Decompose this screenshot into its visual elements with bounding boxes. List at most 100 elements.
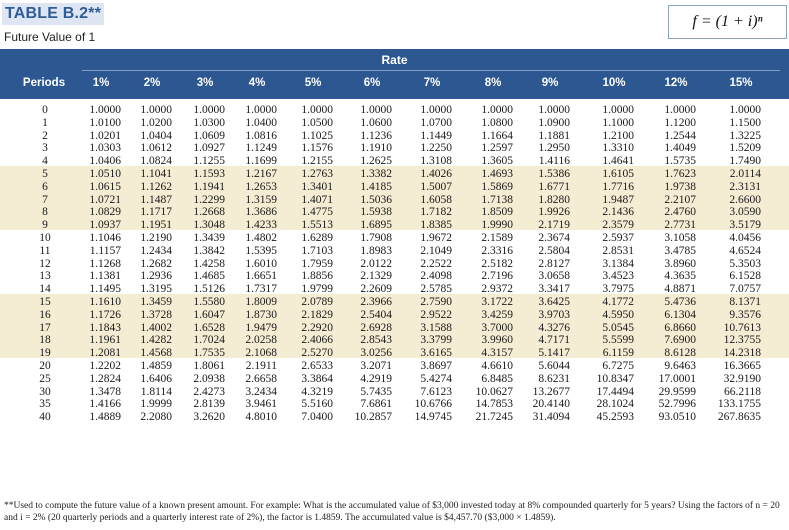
factor-cell: 1.1699: [245, 155, 277, 168]
table-row: 19 1.2081 1.4568 1.7535 2.1068 2.5270 3.0256 3.…: [0, 347, 789, 360]
table-row: 20 1.2202 1.4859 1.8061 2.1911 2.6533 3.2071 3.…: [0, 360, 789, 373]
table-row: 2 1.0201 1.0404 1.0609 1.0816 1.1025 1.1236 1.1…: [0, 130, 789, 143]
factor-cell: 7.6900: [664, 334, 696, 347]
factor-cell: 1.6289: [301, 232, 333, 244]
factor-cell: 1.8280: [538, 193, 570, 206]
period-cell: 35: [39, 398, 51, 411]
factor-cell: 1.2544: [664, 129, 696, 142]
factor-cell: 1.5580: [193, 296, 225, 308]
factor-cell: 1.3382: [360, 168, 392, 180]
factor-cell: 1.0000: [193, 104, 225, 116]
period-cell: 13: [39, 270, 51, 283]
period-cell: 18: [39, 334, 51, 347]
factor-cell: 5.0545: [602, 321, 634, 334]
factor-cell: 9.6463: [664, 360, 696, 372]
factor-cell: 1.1910: [360, 142, 392, 155]
factor-cell: 1.4071: [301, 193, 333, 206]
factor-cell: 1.1576: [301, 142, 333, 155]
factor-cell: 2.5937: [602, 232, 634, 244]
factor-cell: 10.8347: [596, 372, 634, 385]
factor-cell: 1.3225: [729, 129, 761, 142]
factor-cell: 6.8485: [481, 372, 513, 385]
factor-cell: 31.4094: [532, 411, 570, 424]
table-row: 18 1.1961 1.4282 1.7024 2.0258 2.4066 2.8543 3.…: [0, 334, 789, 347]
table-row: 1 1.0100 1.0200 1.0300 1.0400 1.0500 1.0600 1.0…: [0, 117, 789, 130]
factor-cell: 1.3459: [140, 296, 172, 308]
factor-cell: 4.1772: [602, 296, 634, 308]
factor-cell: 1.2167: [245, 168, 277, 180]
factor-cell: 3.3799: [420, 334, 452, 347]
table-row: 11 1.1157 1.2434 1.3842 1.5395 1.7103 1.8983 2.…: [0, 245, 789, 258]
factor-cell: 2.3674: [538, 232, 570, 244]
factor-cell: 2.4098: [420, 270, 452, 283]
period-cell: 12: [39, 257, 51, 270]
factor-cell: 6.8660: [664, 321, 696, 334]
factor-cell: 2.0122: [360, 257, 392, 270]
factor-cell: 1.1041: [140, 168, 172, 180]
factor-cell: 1.7138: [481, 193, 513, 206]
factor-cell: 1.2202: [89, 360, 121, 372]
factor-cell: 2.1719: [538, 219, 570, 232]
period-cell: 19: [39, 347, 51, 360]
factor-cell: 1.1487: [140, 193, 172, 206]
periods-header: Periods: [22, 77, 66, 89]
factor-cell: 4.0456: [729, 232, 761, 244]
table-row: 16 1.1726 1.3728 1.6047 1.8730 2.1829 2.5404 2.…: [0, 309, 789, 322]
factor-cell: 267.8635: [717, 411, 761, 424]
factor-cell: 1.5513: [301, 219, 333, 232]
factor-cell: 2.3131: [729, 180, 761, 193]
factor-cell: 2.2920: [301, 321, 333, 334]
factor-cell: 1.1025: [301, 129, 333, 142]
factor-cell: 1.9990: [481, 219, 513, 232]
rate-header: 7%: [423, 77, 441, 89]
factor-cell: 1.0100: [89, 116, 121, 129]
factor-cell: 1.3159: [245, 193, 277, 206]
rate-header: 9%: [541, 77, 559, 89]
factor-cell: 1.6895: [360, 219, 392, 232]
factor-cell: 2.7590: [420, 296, 452, 308]
factor-cell: 4.3219: [301, 385, 333, 398]
factor-cell: 1.5735: [664, 155, 696, 168]
factor-cell: 1.2763: [301, 168, 333, 180]
factor-cell: 1.0612: [140, 142, 172, 155]
factor-cell: 2.8543: [360, 334, 392, 347]
factor-cell: 4.7171: [538, 334, 570, 347]
factor-cell: 1.3310: [602, 142, 634, 155]
factor-cell: 2.3966: [360, 296, 392, 308]
rate-header: 15%: [729, 77, 753, 89]
factor-cell: 1.2936: [140, 270, 172, 283]
rate-header: 4%: [248, 77, 266, 89]
factor-cell: 1.5007: [420, 180, 452, 193]
factor-cell: 2.1911: [245, 360, 277, 372]
factor-cell: 1.4049: [664, 142, 696, 155]
factor-cell: 1.0700: [420, 116, 452, 129]
factor-cell: 1.1961: [89, 334, 121, 347]
factor-cell: 7.0757: [729, 283, 761, 296]
factor-cell: 1.1236: [360, 129, 392, 142]
factor-cell: 1.7182: [420, 206, 452, 219]
factor-cell: 8.1371: [729, 296, 761, 308]
factor-cell: 2.3316: [481, 244, 513, 257]
factor-cell: 1.1255: [193, 155, 225, 168]
factor-cell: 1.5036: [360, 193, 392, 206]
factor-cell: 1.4026: [420, 168, 452, 180]
factor-cell: 3.0590: [729, 206, 761, 219]
table-row: 0 1.0000 1.0000 1.0000 1.0000 1.0000 1.0000 1.0…: [0, 104, 789, 117]
factor-cell: 1.5395: [245, 244, 277, 257]
factor-cell: 29.9599: [658, 385, 696, 398]
factor-cell: 1.7908: [360, 232, 392, 244]
factor-cell: 2.6658: [245, 372, 277, 385]
factor-cell: 6.1528: [729, 270, 761, 283]
factor-cell: 1.9999: [140, 398, 172, 411]
rate-header: 8%: [484, 77, 502, 89]
period-cell: 16: [39, 308, 51, 321]
factor-cell: 1.8509: [481, 206, 513, 219]
table-row: 4 1.0406 1.0824 1.1255 1.1699 1.2155 1.2625 1.3…: [0, 155, 789, 168]
factor-cell: 1.3478: [89, 385, 121, 398]
factor-cell: 1.0000: [602, 104, 634, 116]
factor-cell: 3.4523: [602, 270, 634, 283]
factor-cell: 3.9960: [481, 334, 513, 347]
factor-cell: 4.2919: [360, 372, 392, 385]
factor-cell: 1.7716: [602, 180, 634, 193]
factor-cell: 1.7535: [193, 347, 225, 360]
